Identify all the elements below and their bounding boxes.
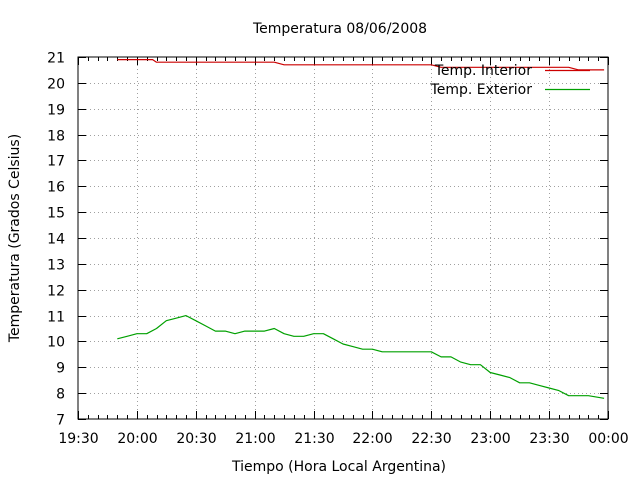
x-tick-label: 21:00: [235, 431, 275, 447]
axis-ticks: 7 8 9 10 11 12 13 14 15 16 17 18 19 20 21 19:30 20:00 20:…: [47, 51, 629, 448]
x-tick-label: 21:30: [294, 431, 334, 447]
x-tick-label: 20:30: [176, 431, 216, 447]
x-tick-label: 00:00: [588, 431, 628, 447]
x-tick-label: 19:30: [58, 431, 98, 447]
y-tick-label: 12: [47, 284, 65, 300]
x-axis-label: Tiempo (Hora Local Argentina): [231, 459, 446, 475]
legend: Temp. Interior Temp. Exterior: [430, 63, 590, 98]
x-tick-label: 20:00: [117, 431, 157, 447]
x-tick-label: 23:30: [529, 431, 569, 447]
series-lines: [117, 58, 605, 399]
x-tick-label: 23:00: [470, 431, 510, 447]
y-tick-label: 7: [56, 413, 65, 429]
y-tick-label: 10: [47, 335, 65, 351]
x-tick-label: 22:00: [352, 431, 392, 447]
y-tick-label: 15: [47, 206, 65, 222]
x-tick-label: 22:30: [411, 431, 451, 447]
y-tick-label: 20: [47, 77, 65, 93]
y-tick-label: 21: [47, 51, 65, 67]
legend-label: Temp. Exterior: [430, 82, 533, 98]
series-line-exterior: [117, 315, 605, 399]
y-tick-label: 17: [47, 154, 65, 170]
y-tick-label: 11: [47, 310, 65, 326]
y-tick-label: 9: [56, 361, 65, 377]
chart-title: Temperatura 08/06/2008: [252, 21, 427, 37]
y-tick-label: 13: [47, 258, 65, 274]
y-tick-label: 18: [47, 129, 65, 145]
y-tick-label: 19: [47, 103, 65, 119]
y-tick-label: 14: [47, 232, 65, 248]
y-tick-label: 16: [47, 180, 65, 196]
gridlines: [78, 57, 608, 419]
y-tick-label: 8: [56, 387, 65, 403]
legend-label: Temp. Interior: [434, 63, 533, 79]
y-axis-label: Temperatura (Grados Celsius): [7, 134, 23, 343]
series-line-interior: [117, 58, 605, 71]
